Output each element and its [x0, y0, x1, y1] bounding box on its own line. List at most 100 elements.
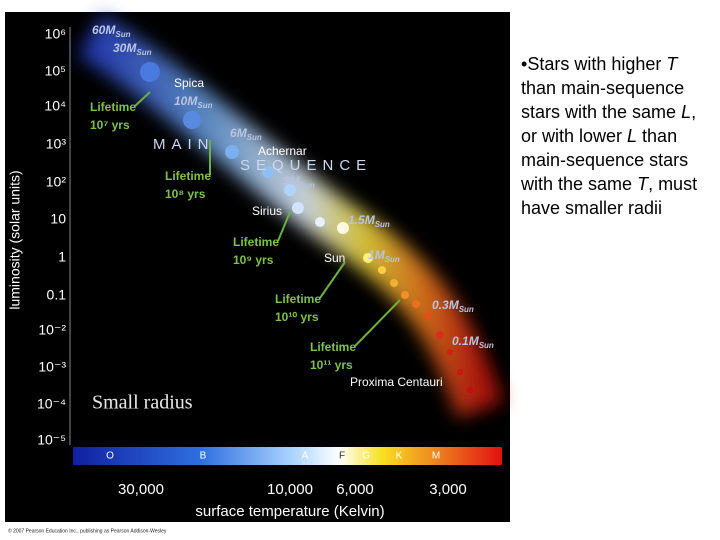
annotation: Small radius: [92, 392, 193, 414]
star-dot: [292, 202, 304, 214]
mass-subscript: Sun: [247, 133, 262, 142]
bullet-segment: L: [627, 126, 638, 146]
spectral-class: G: [362, 451, 370, 462]
spectral-class: M: [432, 451, 440, 462]
star-dot: [436, 331, 444, 339]
lifetime-label: Lifetime: [310, 340, 356, 354]
lifetime-value: 10⁷ yrs: [90, 118, 130, 132]
mass-symbol: M: [375, 248, 386, 262]
star-dot: [262, 166, 274, 178]
star-dot: [401, 291, 409, 299]
lifetime-pointer: [319, 261, 346, 299]
star-dot: [337, 222, 349, 234]
mass-symbol: M: [187, 94, 198, 108]
star-dot: [378, 266, 386, 274]
mass-label: 3MSun: [283, 174, 315, 190]
mass-subscript: Sun: [300, 181, 315, 190]
mass-label: 0.1MSun: [452, 334, 494, 350]
bullet-text: •Stars with higher T than main-sequence …: [521, 52, 713, 220]
star-dot: [457, 369, 463, 375]
y-tick-label: 10⁻²: [38, 322, 66, 338]
spectral-class: B: [200, 451, 207, 462]
mass-subscript: Sun: [375, 220, 390, 229]
mass-number: 0.3: [432, 298, 449, 312]
mass-number: 3: [283, 174, 290, 188]
lifetime-value: 10⁸ yrs: [165, 187, 206, 201]
bullet-segment: than main-sequence stars with the same: [521, 78, 685, 122]
mass-label: 1MSun: [368, 248, 400, 264]
x-axis-label: surface temperature (Kelvin): [195, 503, 384, 520]
spectral-bar: [73, 447, 502, 465]
lifetime-value: 10¹⁰ yrs: [275, 310, 319, 324]
bullet-segment: , must have smaller radii: [521, 174, 698, 218]
star-name: Proxima Centauri: [350, 375, 443, 389]
mass-symbol: M: [469, 334, 480, 348]
lifetime-pointer: [134, 91, 151, 107]
y-tick-label: 10²: [46, 174, 67, 190]
y-tick-label: 1: [58, 249, 66, 265]
y-tick-label: 10⁻⁵: [37, 432, 66, 448]
mass-subscript: Sun: [385, 255, 400, 264]
star-name: Spica: [174, 76, 204, 90]
mass-number: 6: [230, 126, 237, 140]
mass-label: 0.3MSun: [432, 298, 474, 314]
y-tick-label: 0.1: [47, 287, 67, 303]
y-tick-label: 10: [50, 211, 66, 227]
star-dot: [225, 145, 239, 159]
star-dot: [284, 184, 296, 196]
mass-symbol: M: [365, 213, 376, 227]
mass-symbol: M: [126, 41, 137, 55]
bullet-segment: than main-sequence stars with the same: [521, 126, 689, 194]
spectral-class: O: [106, 451, 114, 462]
spectral-class: A: [302, 451, 309, 462]
mass-subscript: Sun: [479, 341, 494, 350]
lifetime-value: 10¹¹ yrs: [310, 358, 353, 372]
mass-subscript: Sun: [459, 305, 474, 314]
star-dot: [467, 387, 473, 393]
mass-subscript: Sun: [136, 48, 151, 57]
mass-number: 1.5: [348, 213, 365, 227]
bullet-segment: , or with lower: [521, 102, 697, 146]
star-dot: [412, 300, 420, 308]
lifetime-label: Lifetime: [165, 169, 211, 183]
star-dot: [363, 253, 373, 263]
mass-symbol: M: [290, 174, 301, 188]
y-tick-label: 10⁵: [45, 63, 66, 79]
mass-number: 30: [113, 41, 127, 55]
mass-label: 10MSun: [174, 94, 213, 110]
mass-number: 60: [92, 23, 106, 37]
star-name: Achernar: [258, 144, 307, 158]
x-tick-label: 30,000: [118, 481, 164, 498]
x-tick-label: 10,000: [267, 481, 313, 498]
star-dot: [140, 62, 160, 82]
copyright: © 2007 Pearson Education Inc., publishin…: [8, 527, 167, 534]
lifetime-label: Lifetime: [275, 292, 321, 306]
y-tick-label: 10⁴: [44, 98, 66, 114]
lifetime-pointer: [354, 299, 401, 347]
mass-label: 1.5MSun: [348, 213, 390, 229]
spectral-class: F: [339, 451, 345, 462]
star-name: Sirius: [252, 204, 282, 218]
bullet-segment: Stars with higher: [527, 54, 667, 74]
y-tick-label: 10⁶: [45, 26, 66, 42]
bullet-marker: •: [521, 54, 528, 74]
star-dot: [424, 312, 432, 320]
x-tick-label: 3,000: [429, 481, 467, 498]
bullet-segment: L: [681, 102, 692, 122]
mass-subscript: Sun: [197, 101, 212, 110]
lifetime-value: 10⁹ yrs: [233, 253, 274, 267]
mass-subscript: Sun: [115, 30, 130, 39]
sequence-label: MAIN: [153, 136, 215, 153]
bullet-segment: T: [637, 174, 649, 194]
lifetime-label: Lifetime: [90, 100, 136, 114]
mass-label: 30MSun: [113, 41, 152, 57]
mass-symbol: M: [105, 23, 116, 37]
y-axis-label: luminosity (solar units): [7, 170, 23, 309]
y-tick-label: 10⁻⁴: [37, 396, 66, 412]
star-name: Sun: [324, 251, 345, 265]
bullet-segment: T: [666, 54, 678, 74]
star-dot: [390, 279, 398, 287]
lifetime-pointer: [277, 211, 291, 242]
mass-number: 1: [368, 248, 375, 262]
